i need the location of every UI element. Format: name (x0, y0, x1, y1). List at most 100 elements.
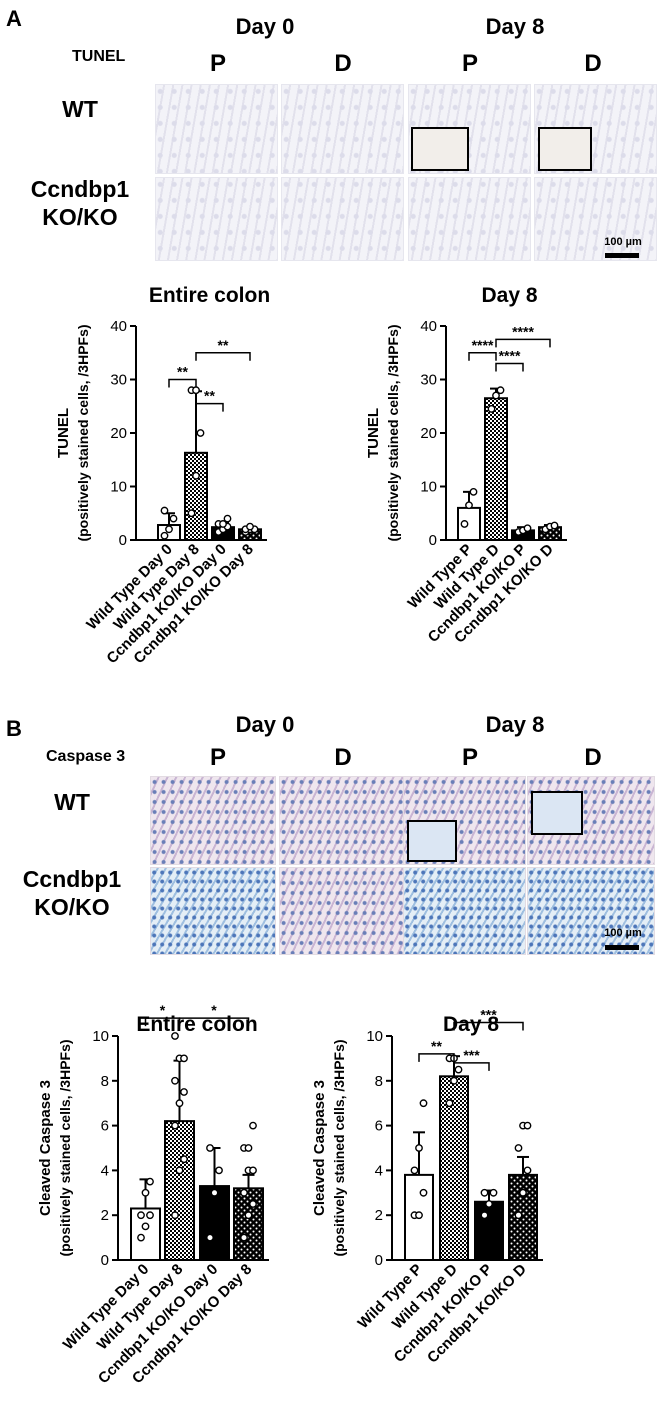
col-header-p: P (461, 744, 478, 771)
significance-bracket (195, 352, 251, 361)
significance-label: ** (177, 364, 188, 380)
bar (484, 397, 508, 541)
y-axis-label: Cleaved Caspase 3 (311, 1080, 328, 1216)
data-point (219, 520, 227, 528)
data-point (450, 1076, 458, 1085)
day8-header-a: Day 8 (485, 14, 545, 39)
data-point (492, 391, 500, 400)
data-point (246, 522, 254, 531)
data-point (249, 1200, 257, 1208)
row-label-ccndbp1: Ccndbp1 (30, 176, 130, 202)
data-point (146, 1177, 154, 1186)
data-point (419, 1099, 428, 1108)
row-label-wt: WT (62, 96, 98, 122)
y-axis-label-sub: (positively stained cells, /3HPFs) (57, 1039, 73, 1256)
data-point (160, 506, 169, 515)
data-point (469, 487, 478, 496)
significance-label: **** (512, 323, 534, 339)
significance-label: **** (472, 337, 494, 353)
y-tick-label: 20 (110, 425, 127, 442)
col-header-d: D (334, 50, 352, 77)
micrograph-casp3-wt-day8-d (527, 776, 655, 865)
significance-label: ** (218, 337, 229, 353)
micrograph-casp3-ko-day8-d (527, 867, 655, 955)
data-point (489, 1188, 498, 1197)
y-axis-label: TUNEL (365, 408, 382, 458)
y-tick-label: 40 (420, 318, 437, 335)
data-point (480, 1211, 489, 1220)
y-axis-label-sub: (positively stained cells, /3HPFs) (331, 1039, 347, 1256)
data-point (215, 1166, 223, 1175)
row-label-ccndbp1: Ccndbp1 (22, 866, 122, 892)
y-tick-label: 10 (420, 479, 437, 496)
data-point (192, 471, 200, 480)
col-header-d: D (584, 744, 602, 771)
y-tick-label: 4 (375, 1162, 383, 1179)
data-point (419, 1188, 428, 1197)
data-point (445, 1099, 454, 1108)
data-point (415, 1144, 423, 1152)
data-point (180, 1155, 188, 1164)
data-point (465, 501, 473, 510)
y-tick-label: 6 (375, 1118, 383, 1135)
y-axis-label-sub: (positively stained cells, /3HPFs) (75, 324, 91, 541)
inset-zoom (407, 820, 457, 862)
significance-bracket (495, 338, 551, 348)
data-point (196, 429, 205, 437)
data-point (244, 1211, 253, 1220)
data-point (223, 514, 232, 523)
bar (508, 1173, 538, 1262)
y-axis-label: TUNEL (55, 408, 72, 458)
micrograph-casp3-ko-day0-p (150, 867, 276, 955)
significance-bracket (178, 1017, 250, 1027)
data-point (487, 405, 496, 413)
y-tick-label: 0 (119, 532, 127, 549)
data-point (240, 1233, 248, 1242)
y-tick-label: 6 (101, 1118, 109, 1135)
data-point (171, 1076, 179, 1085)
scale-bar (605, 253, 639, 258)
y-tick-label: 10 (366, 1028, 383, 1045)
y-axis-label-sub: (positively stained cells, /3HPFs) (385, 324, 401, 541)
col-header-p: P (209, 50, 226, 77)
y-tick-label: 10 (92, 1028, 109, 1045)
data-point (137, 1211, 145, 1220)
bar (130, 1207, 161, 1261)
stain-label-tunel: TUNEL (72, 48, 126, 65)
micrograph-tunel-ko-day0-d (281, 177, 404, 261)
scale-bar-label: 100 µm (604, 927, 642, 939)
bar (164, 1120, 195, 1261)
data-point (410, 1166, 419, 1175)
data-point (249, 1166, 257, 1175)
day0-header-a: Day 0 (235, 14, 295, 39)
micrograph-tunel-wt-day8-d (534, 84, 657, 174)
significance-bracket (453, 1021, 524, 1031)
y-tick-label: 4 (101, 1162, 109, 1179)
significance-label: *** (463, 1047, 480, 1063)
y-tick-label: 0 (429, 532, 437, 549)
data-point (146, 1211, 154, 1220)
micrograph-tunel-ko-day0-p (155, 177, 278, 261)
bar (199, 1185, 230, 1261)
data-point (249, 1121, 257, 1130)
data-point (137, 1233, 145, 1242)
y-tick-label: 10 (110, 479, 127, 496)
significance-bracket (168, 378, 197, 388)
data-point (171, 1032, 179, 1040)
bar (439, 1075, 469, 1261)
significance-label: ** (431, 1038, 442, 1054)
y-tick-label: 0 (375, 1252, 383, 1269)
significance-bracket (195, 402, 224, 412)
micrograph-casp3-wt-day8-p (403, 776, 526, 865)
data-point (523, 524, 532, 533)
chart-title: Entire colon (136, 1013, 257, 1036)
data-point (180, 1054, 188, 1063)
stain-label-caspase3: Caspase 3 (46, 748, 126, 765)
significance-label: * (211, 1002, 217, 1018)
data-point (523, 1121, 532, 1130)
y-tick-label: 40 (110, 318, 127, 335)
significance-label: ** (204, 388, 215, 404)
bar (184, 451, 208, 542)
micrograph-casp3-wt-day0-p (150, 776, 276, 865)
